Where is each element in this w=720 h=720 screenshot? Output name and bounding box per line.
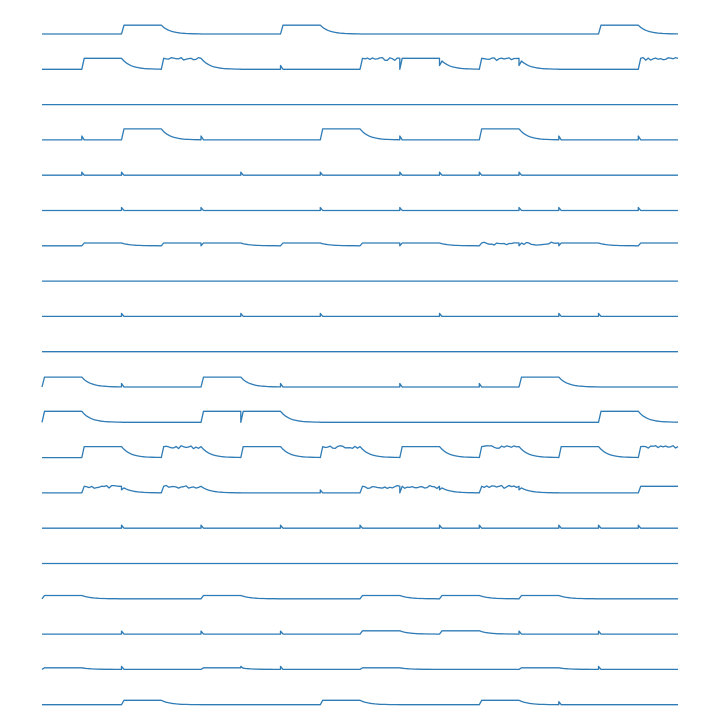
series-line-1 (42, 24, 678, 35)
series-line-11 (41, 376, 678, 388)
series-line-6 (42, 206, 678, 212)
series-line-19 (41, 665, 678, 671)
series-line-7 (42, 241, 678, 247)
series-line-18 (42, 630, 678, 635)
series-line-14 (42, 484, 678, 494)
series-line-5 (42, 171, 678, 176)
series-line-4 (42, 128, 678, 141)
series-line-20 (42, 699, 678, 706)
series-line-12 (41, 410, 679, 423)
series-line-13 (42, 445, 679, 459)
series-line-9 (42, 312, 678, 318)
series-line-17 (41, 594, 678, 600)
series-line-2 (42, 56, 679, 70)
series-line-15 (42, 524, 678, 529)
